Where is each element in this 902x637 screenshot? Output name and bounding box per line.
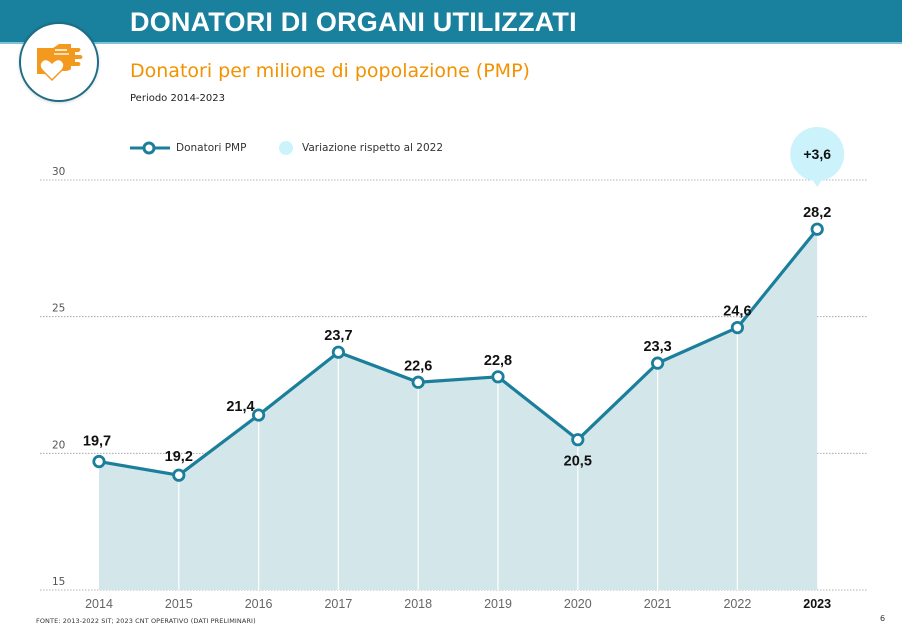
y-tick-label: 15 xyxy=(52,576,65,588)
data-point-2021 xyxy=(650,356,665,370)
data-point-2015 xyxy=(172,468,186,482)
variation-bubble: +3,6 xyxy=(790,127,845,187)
data-label-2018: 22,6 xyxy=(404,358,432,374)
x-tick-label-2023: 2023 xyxy=(803,597,831,611)
y-tick-label: 30 xyxy=(52,166,65,178)
x-tick-label-2015: 2015 xyxy=(165,597,193,611)
data-label-2016: 21,4 xyxy=(226,399,254,415)
logo-badge xyxy=(19,22,99,102)
data-point-2017 xyxy=(331,345,345,359)
bubble-pointer xyxy=(811,178,824,187)
data-point-2022 xyxy=(730,320,745,335)
x-tick-label-2020: 2020 xyxy=(564,597,592,611)
data-label-2019: 22,8 xyxy=(484,353,512,369)
period-label: Periodo 2014-2023 xyxy=(130,93,225,104)
variation-label: +3,6 xyxy=(803,146,831,162)
hand-heart-icon xyxy=(37,44,83,82)
data-label-2022: 24,6 xyxy=(723,304,751,320)
data-label-2023: 28,2 xyxy=(803,205,831,221)
legend-label-variazione: Variazione rispetto al 2022 xyxy=(302,142,444,154)
data-point-2016 xyxy=(252,408,266,422)
legend-item-donatori: Donatori PMP xyxy=(130,139,246,157)
x-tick-label-2018: 2018 xyxy=(404,597,432,611)
header-bar: DONATORI DI ORGANI UTILIZZATI xyxy=(0,0,902,44)
data-label-2020: 20,5 xyxy=(564,454,592,470)
y-tick-label: 20 xyxy=(52,439,65,451)
data-label-2015: 19,2 xyxy=(165,449,193,465)
area-fill xyxy=(99,229,818,590)
y-tick-label: 25 xyxy=(52,303,65,315)
line-marker-icon xyxy=(130,141,170,155)
data-label-2014: 19,7 xyxy=(83,434,111,450)
x-tick-label-2017: 2017 xyxy=(324,597,352,611)
data-point-2018 xyxy=(411,375,425,389)
source-note: FONTE: 2013-2022 SIT; 2023 CNT OPERATIVO… xyxy=(36,617,256,625)
chart-subtitle: Donatori per milione di popolazione (PMP… xyxy=(130,60,530,82)
x-tick-label-2019: 2019 xyxy=(484,597,512,611)
data-point-2023 xyxy=(810,222,824,236)
data-label-2017: 23,7 xyxy=(324,328,352,344)
page-number: 6 xyxy=(880,614,886,623)
x-tick-label-2022: 2022 xyxy=(723,597,751,611)
x-tick-label-2021: 2021 xyxy=(644,597,672,611)
series-line xyxy=(98,228,819,477)
legend-item-variazione: Variazione rispetto al 2022 xyxy=(278,139,443,157)
data-point-2014 xyxy=(92,454,106,469)
data-label-2021: 23,3 xyxy=(643,339,671,355)
page-title: DONATORI DI ORGANI UTILIZZATI xyxy=(130,7,577,37)
bubble-shape xyxy=(790,127,845,181)
x-tick-label-2016: 2016 xyxy=(245,597,273,611)
data-point-2020 xyxy=(571,433,585,447)
data-point-2019 xyxy=(491,370,505,384)
legend-label-donatori: Donatori PMP xyxy=(176,142,247,154)
bubble-marker-icon xyxy=(279,141,293,155)
x-tick-label-2014: 2014 xyxy=(85,597,113,611)
